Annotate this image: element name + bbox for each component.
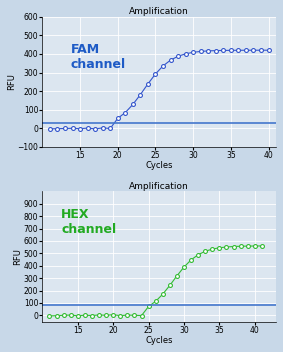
Text: FAM
channel: FAM channel bbox=[70, 43, 126, 71]
Title: Amplification: Amplification bbox=[129, 7, 189, 16]
Text: HEX
channel: HEX channel bbox=[61, 208, 116, 236]
Title: Amplification: Amplification bbox=[129, 182, 189, 190]
X-axis label: Cycles: Cycles bbox=[145, 162, 173, 170]
Y-axis label: RFU: RFU bbox=[7, 73, 16, 90]
Y-axis label: RFU: RFU bbox=[13, 248, 22, 265]
X-axis label: Cycles: Cycles bbox=[145, 336, 173, 345]
